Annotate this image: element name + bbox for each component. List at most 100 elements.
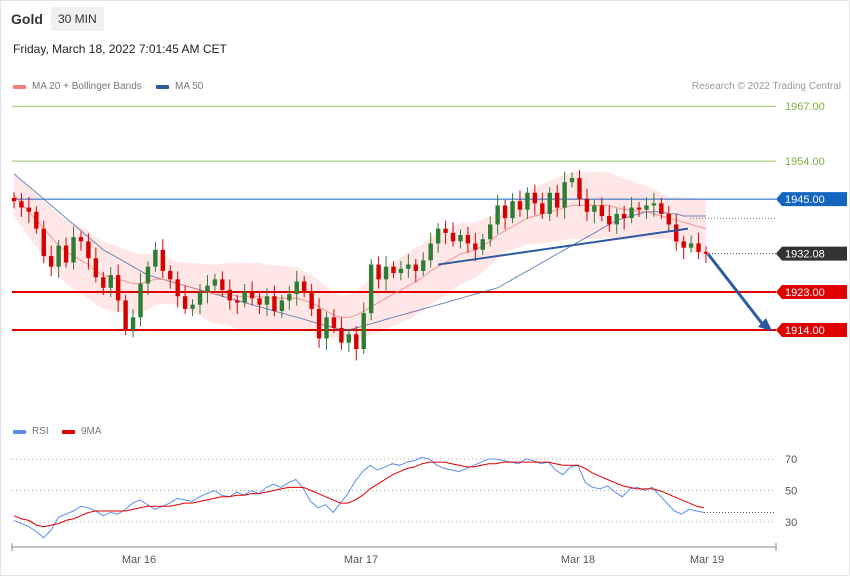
candle-body [279, 300, 285, 311]
candle-body [398, 268, 404, 273]
candle-body [659, 203, 664, 214]
candle-body [331, 317, 337, 328]
candle-body [599, 205, 605, 216]
candle-body [287, 294, 292, 301]
candle-body [458, 235, 463, 242]
candle-body [488, 224, 493, 240]
level-label-1967.00: 1967.00 [785, 101, 825, 113]
candle-body [130, 317, 136, 330]
ma50-label: MA 50 [175, 81, 204, 92]
legend-rsi: RSI [13, 426, 49, 437]
ma20-swatch [13, 84, 26, 89]
candle-body [674, 224, 679, 242]
candle-body [34, 211, 39, 229]
candle-body [294, 281, 299, 295]
candle-body [532, 192, 538, 204]
candle-body [428, 243, 433, 261]
candle-body [517, 201, 523, 210]
candle-body [696, 243, 701, 252]
candle-body [316, 308, 322, 339]
candle-body [473, 243, 478, 250]
level-tag-1945.00 [776, 192, 847, 207]
ma20-line [13, 194, 707, 318]
candle-body [450, 232, 456, 242]
bollinger-band [14, 171, 706, 341]
timeframe-badge[interactable]: 30 MIN [51, 7, 104, 31]
candle-body [26, 207, 32, 212]
candle-body [569, 178, 575, 183]
candle-body [525, 192, 530, 210]
candle-body [212, 279, 218, 286]
candle-body [301, 281, 307, 292]
candle-body [368, 264, 374, 314]
candle-body [577, 178, 582, 200]
candle-body [651, 203, 657, 206]
candle-body [272, 296, 277, 311]
candle-body [644, 205, 649, 210]
candle-body [383, 266, 389, 280]
candle-body [182, 296, 188, 309]
rsi-ma-label: 9MA [81, 426, 102, 437]
last-price-label: 1932.08 [785, 249, 825, 261]
ma50-line [13, 173, 706, 331]
copyright: Research © 2022 Trading Central [691, 81, 841, 92]
candle-body [554, 192, 560, 208]
candle-body [540, 203, 545, 214]
candle-body [63, 245, 69, 263]
candle-body [324, 317, 329, 339]
candle-body [592, 205, 597, 212]
candle-body [168, 270, 173, 280]
x-tick-label: Mar 16 [122, 554, 156, 566]
candles [11, 169, 709, 361]
candle-body [41, 228, 46, 257]
candle-body [339, 327, 344, 343]
candle-body [621, 213, 627, 219]
candle-body [681, 241, 686, 248]
ma50-swatch [156, 84, 169, 89]
projection-arrowhead [758, 318, 772, 331]
candle-body [495, 205, 500, 225]
candle-body [629, 207, 634, 219]
candle-body [257, 298, 262, 305]
candle-body [227, 289, 232, 301]
x-tick-label: Mar 17 [344, 554, 378, 566]
candle-body [19, 201, 24, 208]
candle-body [205, 285, 210, 292]
candle-body [584, 199, 590, 212]
candle-body [115, 275, 121, 301]
candle-body [636, 207, 642, 210]
candle-body [361, 313, 366, 349]
rsi-tick-30: 30 [785, 517, 797, 529]
candle-body [666, 213, 671, 225]
candle-body [138, 283, 143, 318]
candle-body [86, 241, 91, 259]
candle-body [406, 264, 411, 269]
candle-body [465, 235, 471, 244]
candle-body [510, 201, 515, 219]
last-price-tag [776, 246, 847, 261]
rsi-label: RSI [32, 426, 49, 437]
candle-body [249, 292, 255, 299]
candle-body [614, 213, 619, 225]
legend-ma50: MA 50 [156, 81, 203, 92]
ma20-label: MA 20 + Bollinger Bands [32, 81, 142, 92]
candle-body [153, 249, 158, 267]
candle-body [235, 300, 240, 303]
candle-body [190, 304, 195, 309]
candle-body [123, 300, 128, 330]
candle-body [56, 245, 61, 267]
header: Gold 30 MIN [0, 0, 850, 38]
x-tick-label: Mar 18 [561, 554, 595, 566]
candle-body [443, 228, 448, 233]
candle-body [78, 237, 84, 242]
candle-body [346, 334, 352, 343]
rsi-ma-swatch [62, 429, 75, 434]
candle-body [502, 205, 508, 219]
candle-body [108, 275, 113, 288]
candle-body [242, 292, 247, 303]
candle-body [376, 264, 381, 280]
candle-body [421, 260, 426, 271]
rsi-ma-line [13, 461, 705, 528]
candle-body [220, 279, 225, 290]
candle-body [145, 266, 151, 284]
